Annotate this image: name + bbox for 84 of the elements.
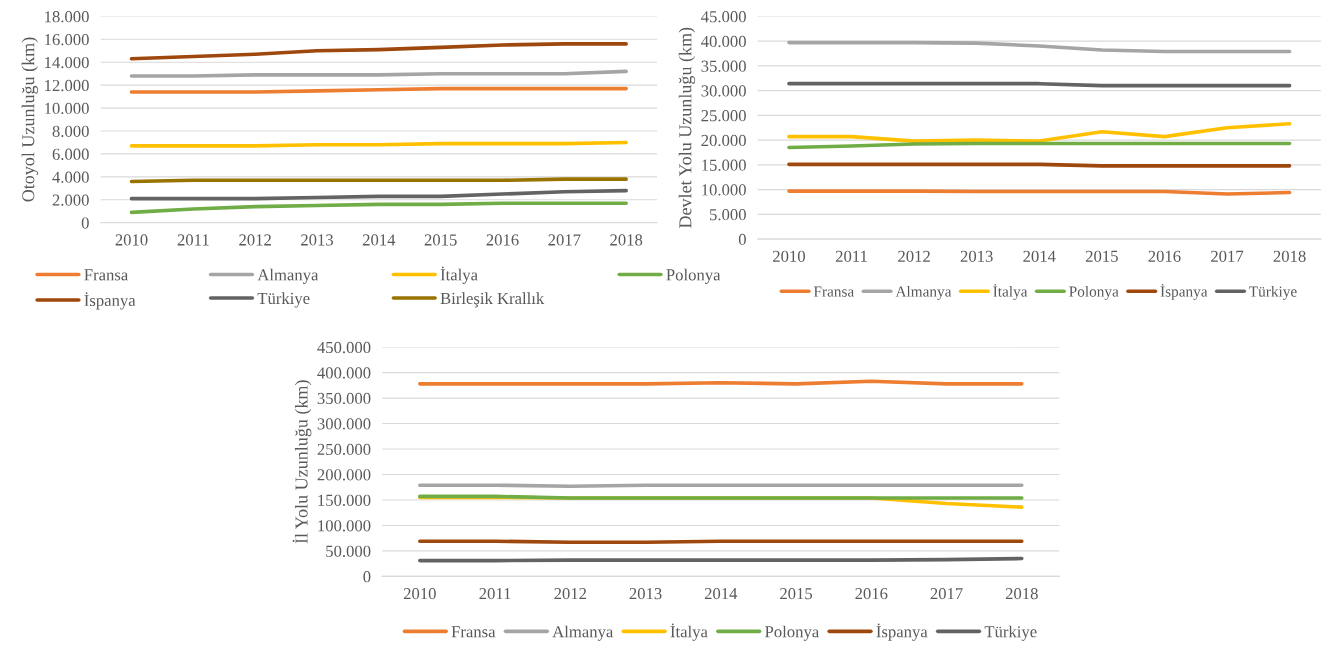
- x-tick-label: 2012: [239, 234, 271, 246]
- legend-label: İtalya: [993, 284, 1028, 300]
- x-tick-label: 2017: [548, 234, 581, 246]
- x-tick-label: 2014: [704, 587, 738, 600]
- legend-label: Polonya: [765, 625, 819, 641]
- y-tick-label: 14.000: [45, 56, 89, 69]
- legend-label: Türkiye: [984, 625, 1037, 641]
- y-tick-label: 10.000: [45, 102, 89, 115]
- line-series: [787, 40, 1292, 54]
- x-tick-label: 2011: [479, 587, 511, 600]
- legend-label: İspanya: [84, 292, 136, 310]
- legend-label: Fransa: [813, 286, 854, 297]
- legend-label: Türkiye: [1249, 285, 1297, 300]
- y-tick-label: 0: [81, 217, 89, 229]
- y-tick-label: 12.000: [45, 79, 89, 92]
- y-tick-label: 50.000: [326, 545, 371, 557]
- y-tick-label: 35.000: [701, 60, 746, 72]
- x-tick-label: 2016: [1148, 250, 1181, 262]
- legend-label: Almanya: [552, 625, 614, 641]
- y-tick-label: 450.000: [317, 341, 371, 354]
- x-tick-label: 2013: [629, 587, 662, 600]
- y-tick-label: 30.000: [701, 85, 746, 97]
- y-tick-label: 45.000: [701, 11, 746, 23]
- x-tick-label: 2010: [773, 250, 805, 262]
- y-tick-label: 6.000: [52, 148, 89, 160]
- legend-label: Almanya: [257, 268, 319, 284]
- y-tick-label: 8.000: [52, 125, 89, 138]
- y-tick-label: 25.000: [701, 110, 746, 122]
- y-axis-title: Devlet Yolu Uzunluğu (km): [678, 27, 696, 229]
- x-tick-label: 2017: [930, 587, 963, 600]
- x-tick-label: 2018: [1005, 587, 1038, 600]
- x-tick-label: 2012: [554, 587, 587, 600]
- x-tick-label: 2014: [362, 234, 396, 246]
- legend-label: Almanya: [895, 285, 952, 300]
- y-tick-label: 15.000: [702, 159, 746, 171]
- y-tick-label: 300.000: [317, 418, 371, 430]
- y-tick-label: 150.000: [318, 494, 371, 506]
- y-tick-label: 250.000: [317, 443, 371, 456]
- x-tick-label: 2015: [1085, 250, 1118, 262]
- x-tick-label: 2010: [115, 234, 148, 246]
- y-tick-label: 0: [738, 233, 746, 246]
- line-series: [129, 201, 628, 215]
- y-tick-label: 10.000: [702, 184, 746, 196]
- x-tick-label: 2013: [301, 234, 334, 246]
- y-tick-label: 0: [363, 571, 371, 583]
- x-tick-label: 2016: [855, 587, 888, 600]
- x-tick-label: 2014: [1023, 250, 1056, 262]
- line-series: [787, 121, 1292, 143]
- y-tick-label: 5.000: [710, 209, 746, 221]
- y-tick-label: 2.000: [52, 194, 89, 206]
- y-axis-title: İl Yolu Uzunluğu (km): [292, 380, 312, 544]
- y-tick-label: 20.000: [701, 134, 746, 147]
- y-tick-label: 16.000: [45, 34, 89, 46]
- y-tick-label: 400.000: [317, 367, 371, 379]
- y-axis-title: Otoyol Uzunluğu (km): [21, 37, 39, 202]
- legend-label: Fransa: [84, 269, 129, 281]
- y-tick-label: 200.000: [317, 469, 371, 481]
- x-tick-label: 2017: [1211, 250, 1244, 262]
- legend-label: İtalya: [670, 623, 708, 641]
- y-tick-label: 4.000: [52, 171, 89, 183]
- legend-label: İspanya: [876, 623, 928, 641]
- y-tick-label: 18.000: [45, 11, 89, 23]
- legend-label: Birleşik Krallık: [440, 292, 545, 308]
- x-tick-label: 2013: [960, 250, 993, 262]
- x-tick-label: 2015: [424, 234, 457, 246]
- y-tick-label: 100.000: [318, 520, 371, 532]
- legend-label: Polonya: [666, 268, 721, 284]
- legend-label: Türkiye: [257, 292, 310, 308]
- legend-label: İtalya: [440, 266, 478, 284]
- x-tick-label: 2010: [403, 587, 436, 600]
- x-tick-label: 2016: [486, 234, 519, 246]
- x-tick-label: 2011: [835, 250, 867, 262]
- legend-label: İspanya: [1160, 284, 1208, 300]
- y-tick-label: 350.000: [317, 392, 371, 405]
- x-tick-label: 2012: [898, 250, 930, 262]
- x-tick-label: 2018: [1273, 250, 1306, 262]
- legend-label: Fransa: [451, 626, 496, 638]
- y-tick-label: 40.000: [701, 35, 746, 48]
- legend-label: Polonya: [1069, 285, 1119, 300]
- x-tick-label: 2011: [177, 234, 209, 246]
- x-tick-label: 2018: [610, 234, 643, 246]
- line-series: [129, 42, 628, 61]
- line-series: [129, 188, 628, 201]
- x-tick-label: 2015: [780, 587, 813, 600]
